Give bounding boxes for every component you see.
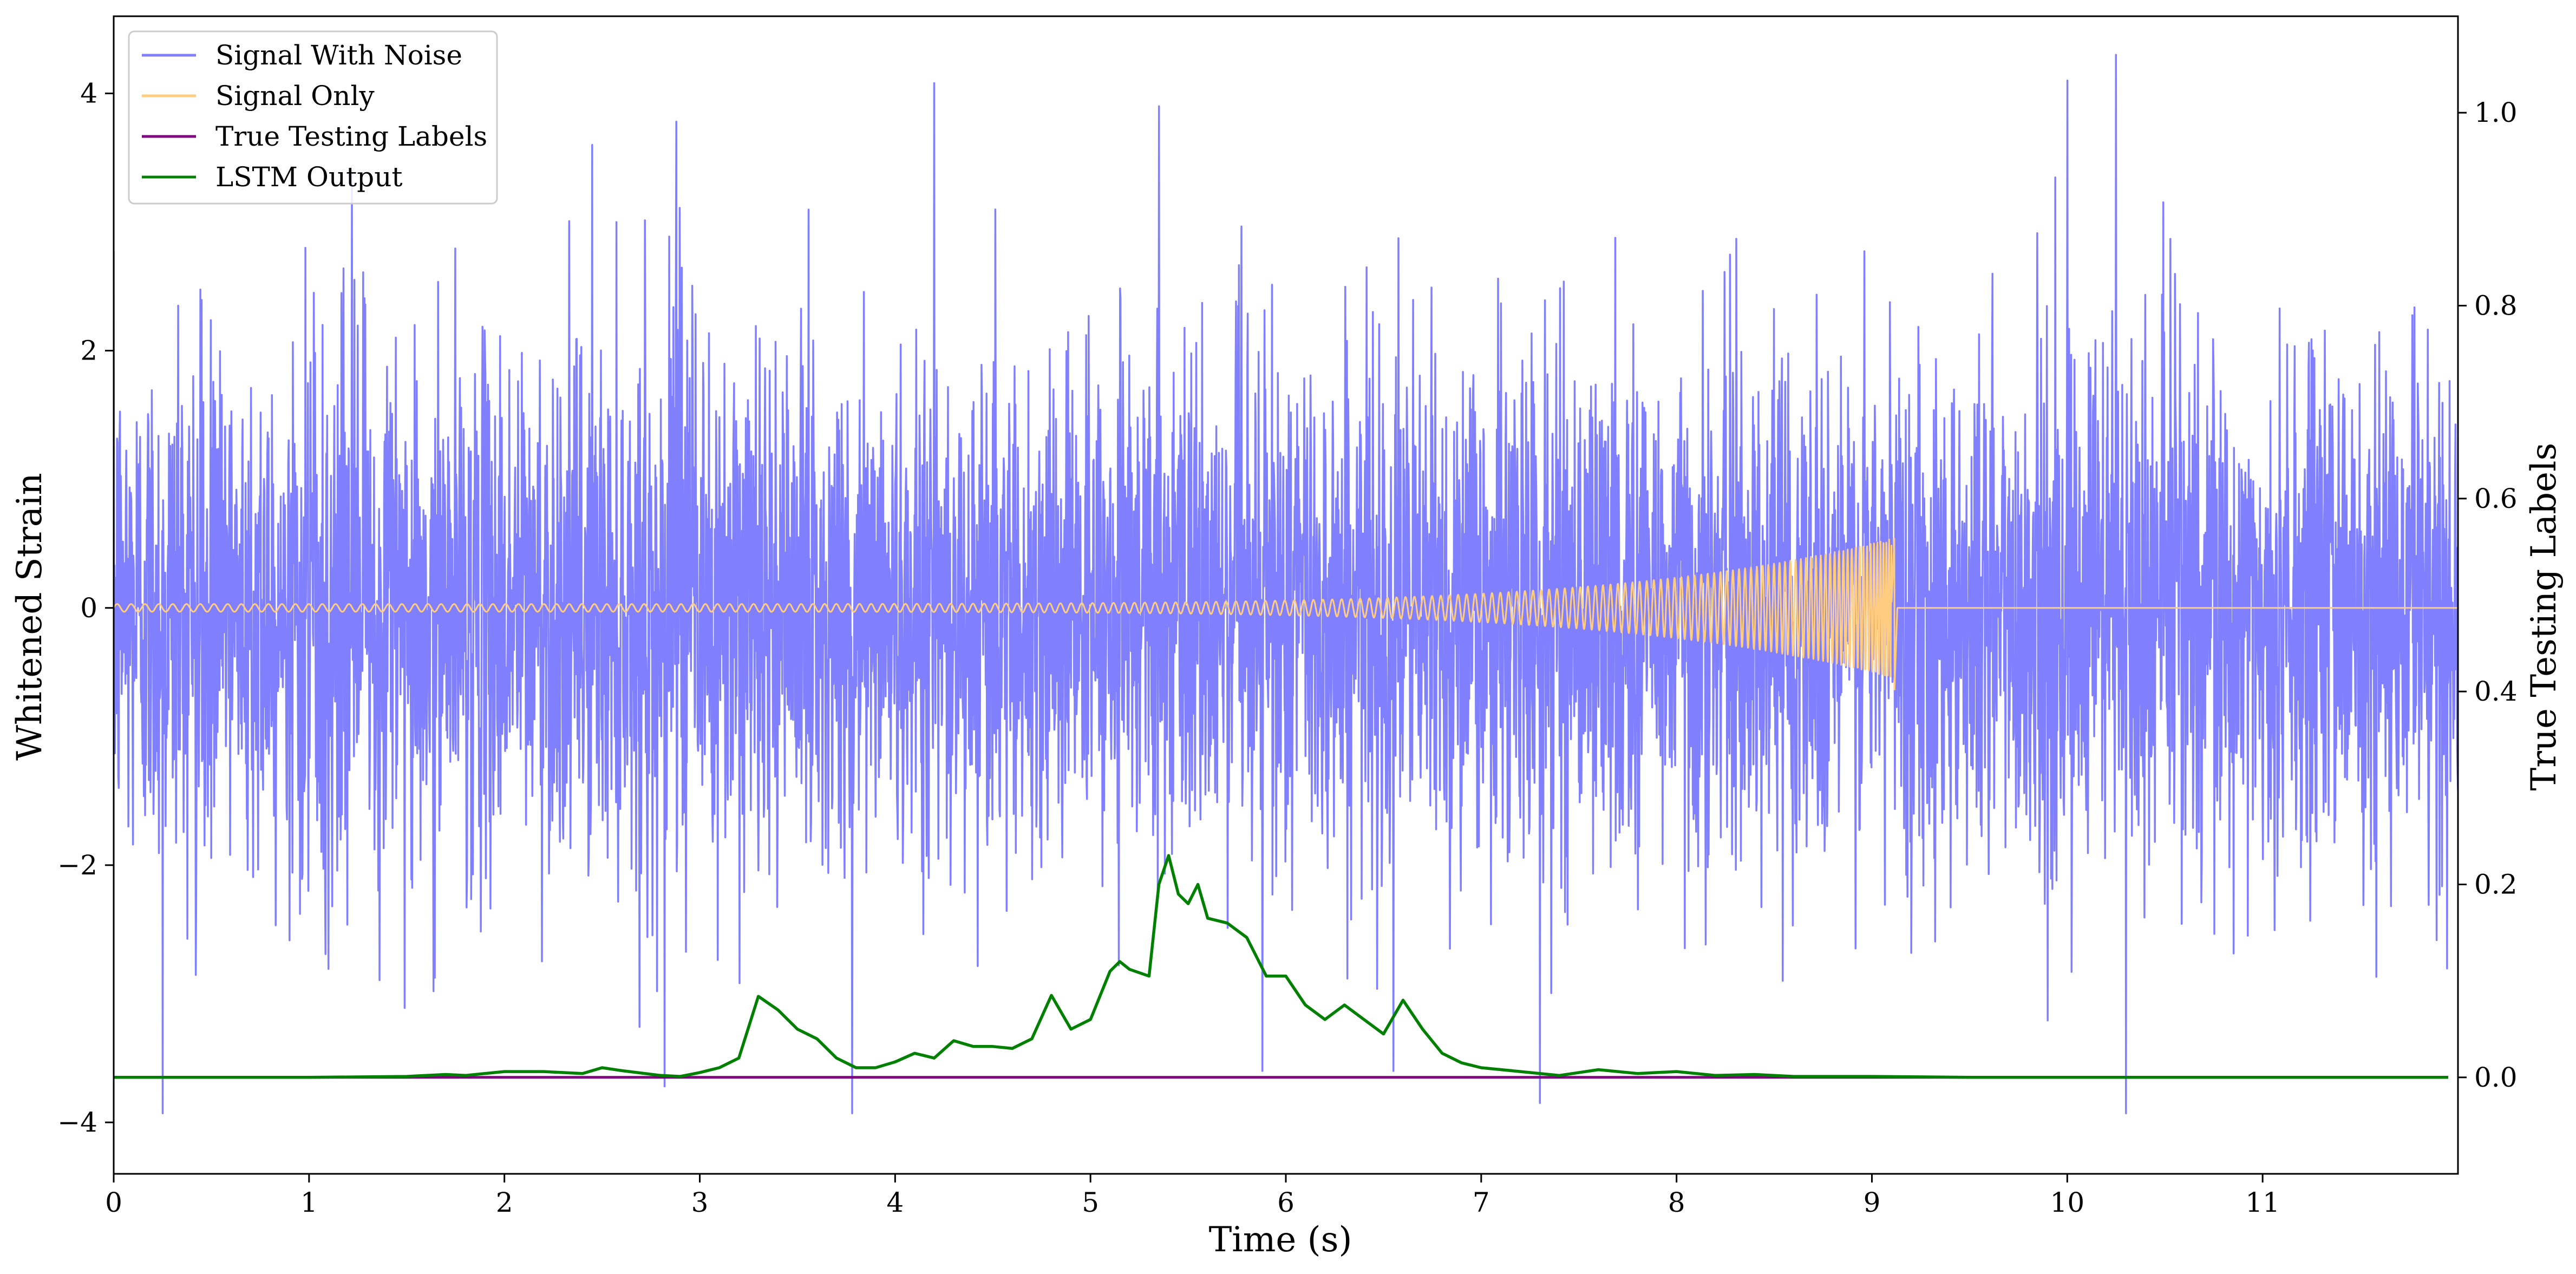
legend-label-signal-with-noise: Signal With Noise	[215, 40, 462, 71]
x-axis-label: Time (s)	[1209, 1220, 1352, 1260]
series-layer	[114, 54, 2458, 1115]
x-tick-label: 1	[300, 1187, 318, 1218]
right-y-tick-label: 0.4	[2474, 676, 2518, 707]
left-y-axis-label: Whitened Strain	[10, 473, 50, 760]
lstm-output-line	[114, 854, 2448, 1079]
x-tick-label: 8	[1668, 1187, 1685, 1218]
signal-only-line	[114, 538, 2458, 690]
x-tick-label: 3	[691, 1187, 709, 1218]
left-y-axis-ticks: −4 −2 0 2 4	[57, 78, 114, 1138]
x-tick-label: 4	[886, 1187, 904, 1218]
left-y-tick-label: −4	[57, 1107, 97, 1138]
left-y-tick-label: −2	[57, 850, 97, 881]
x-tick-label: 9	[1864, 1187, 1881, 1218]
right-y-axis-ticks: 0.0 0.2 0.4 0.6 0.8 1.0	[2458, 97, 2518, 1093]
right-y-tick-label: 0.8	[2474, 290, 2518, 322]
right-y-tick-label: 0.6	[2474, 483, 2518, 514]
x-tick-label: 10	[2050, 1187, 2085, 1218]
x-tick-label: 7	[1473, 1187, 1490, 1218]
legend: Signal With Noise Signal Only True Testi…	[128, 30, 498, 205]
legend-label-true-testing-labels: True Testing Labels	[215, 121, 487, 152]
right-y-tick-label: 0.2	[2474, 869, 2518, 900]
left-y-tick-label: 2	[80, 335, 97, 367]
x-tick-label: 11	[2245, 1187, 2280, 1218]
legend-label-signal-only: Signal Only	[215, 80, 375, 112]
left-y-tick-label: 4	[80, 78, 97, 109]
x-axis-ticks: 0 1 2 3 4 5 6 7 8 9 10 11	[105, 1174, 2280, 1218]
x-tick-label: 6	[1277, 1187, 1294, 1218]
left-y-tick-label: 0	[80, 592, 97, 624]
right-y-tick-label: 0.0	[2474, 1062, 2518, 1093]
right-y-axis-label: True Testing Labels	[2524, 443, 2564, 791]
x-tick-label: 5	[1082, 1187, 1099, 1218]
x-tick-label: 2	[496, 1187, 513, 1218]
legend-box	[128, 30, 498, 205]
legend-label-lstm-output: LSTM Output	[215, 161, 402, 193]
x-tick-label: 0	[105, 1187, 122, 1218]
right-y-tick-label: 1.0	[2474, 97, 2518, 128]
